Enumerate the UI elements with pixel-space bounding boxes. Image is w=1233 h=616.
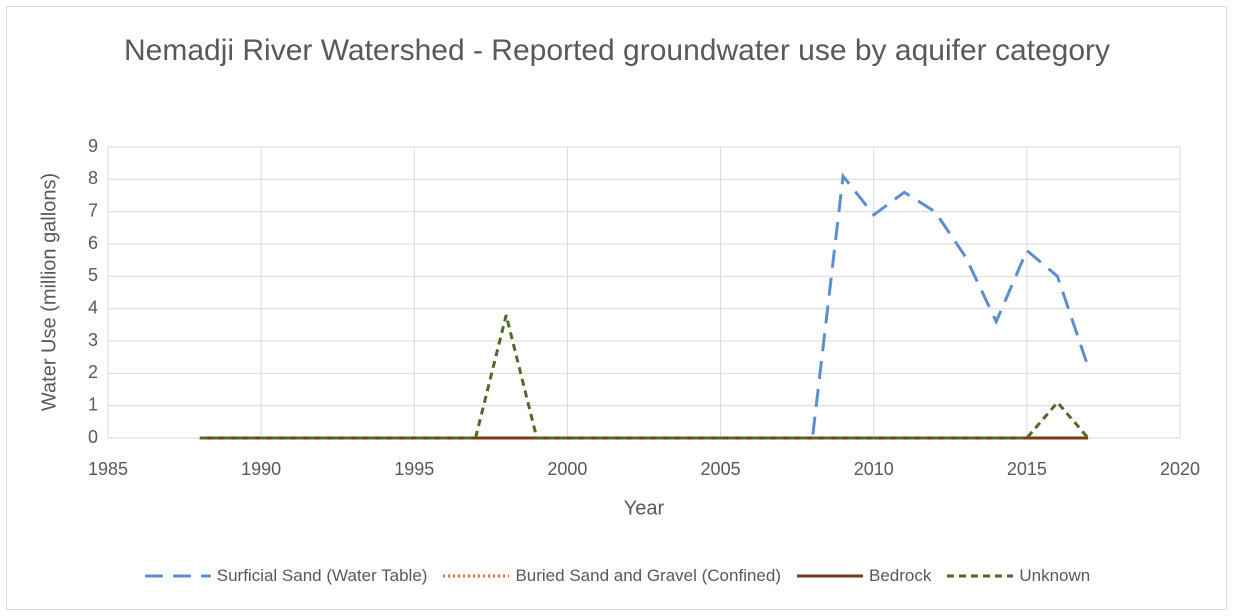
legend-swatch — [797, 574, 863, 578]
legend-item: Buried Sand and Gravel (Confined) — [441, 566, 781, 586]
legend-item: Unknown — [945, 566, 1090, 586]
y-tick-label: 3 — [88, 330, 98, 350]
y-tick-label: 8 — [88, 168, 98, 188]
y-tick-label: 7 — [88, 200, 98, 220]
chart-title: Nemadji River Watershed - Reported groun… — [123, 34, 1111, 67]
y-tick-label: 1 — [88, 394, 98, 414]
y-tick-label: 6 — [88, 233, 98, 253]
chart-border — [6, 6, 1227, 610]
x-tick-label: 1995 — [394, 459, 434, 479]
legend-item: Surficial Sand (Water Table) — [143, 566, 428, 586]
x-tick-label: 1985 — [88, 459, 128, 479]
x-axis-label: Year — [624, 497, 665, 519]
x-tick-label: 2000 — [547, 459, 587, 479]
legend-label: Bedrock — [869, 566, 932, 585]
y-tick-label: 0 — [88, 427, 98, 447]
y-tick-label: 5 — [88, 265, 98, 285]
x-tick-label: 2010 — [854, 459, 894, 479]
legend-swatch — [443, 574, 510, 578]
y-tick-label: 4 — [88, 297, 98, 317]
legend-swatch — [947, 574, 1014, 578]
legend-label: Unknown — [1019, 566, 1091, 585]
legend-item: Bedrock — [795, 566, 931, 586]
y-axis-label: Water Use (million gallons) — [38, 173, 60, 411]
x-tick-label: 2020 — [1160, 459, 1200, 479]
x-tick-label: 2005 — [701, 459, 741, 479]
legend-label: Buried Sand and Gravel (Confined) — [515, 566, 781, 585]
y-tick-label: 9 — [88, 136, 98, 156]
legend-swatch — [144, 574, 211, 578]
legend-label: Surficial Sand (Water Table) — [216, 566, 428, 585]
series-line — [199, 314, 1090, 440]
legend: Surficial Sand (Water Table) Buried Sand … — [0, 566, 1233, 586]
x-tick-label: 2015 — [1007, 459, 1047, 479]
x-tick-label: 1990 — [241, 459, 281, 479]
y-tick-label: 2 — [88, 362, 98, 382]
